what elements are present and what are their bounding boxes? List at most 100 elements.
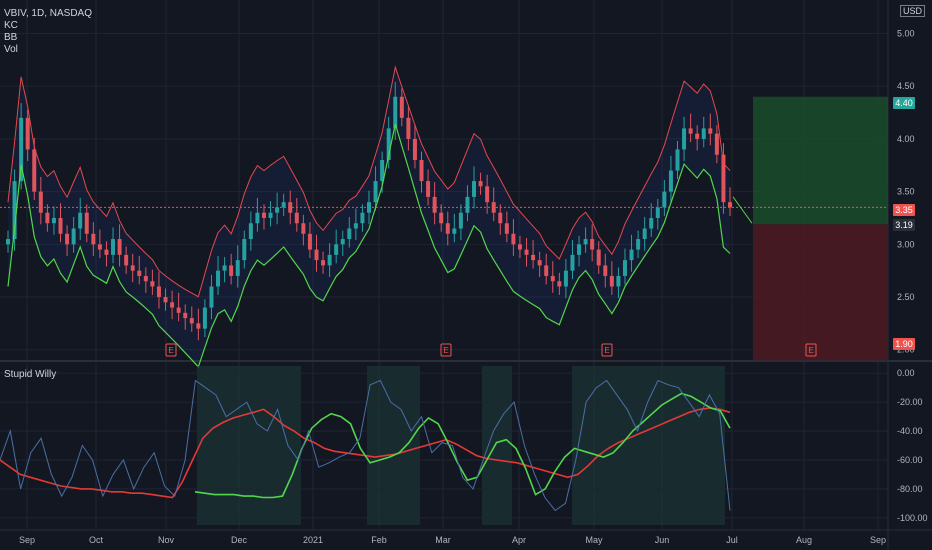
candle bbox=[649, 217, 654, 229]
candle bbox=[406, 117, 411, 139]
stop-zone bbox=[753, 224, 888, 361]
candle bbox=[268, 212, 273, 218]
candle bbox=[255, 212, 260, 224]
earnings-marker bbox=[805, 343, 817, 357]
candle bbox=[196, 323, 201, 329]
candle bbox=[393, 96, 398, 129]
candle bbox=[360, 212, 365, 224]
osc-y-tick-label: -80.00 bbox=[897, 484, 923, 494]
candle bbox=[6, 239, 10, 245]
candle bbox=[209, 286, 214, 308]
candle bbox=[111, 239, 116, 255]
candle bbox=[642, 228, 647, 240]
x-tick-label: Mar bbox=[435, 535, 451, 545]
candle bbox=[465, 196, 470, 213]
candle bbox=[596, 249, 601, 266]
currency-label: USD bbox=[900, 5, 926, 17]
candle bbox=[19, 117, 24, 182]
x-tick-label: Sep bbox=[870, 535, 886, 545]
candle bbox=[636, 239, 641, 250]
x-tick-label: 2021 bbox=[303, 535, 323, 545]
bollinger-lower bbox=[7, 123, 731, 368]
candle bbox=[202, 307, 207, 329]
candle bbox=[156, 286, 161, 298]
earnings-marker-label: E bbox=[443, 346, 448, 355]
oscillator-series-line bbox=[194, 392, 731, 499]
candle bbox=[340, 239, 345, 245]
candle bbox=[616, 275, 621, 287]
y-tick-label: 4.00 bbox=[897, 134, 915, 144]
candle bbox=[51, 217, 56, 224]
x-tick-label: Jun bbox=[655, 535, 670, 545]
oscillator-highlight-zone bbox=[482, 366, 512, 525]
candle bbox=[176, 307, 181, 313]
candle bbox=[419, 160, 424, 182]
candle bbox=[524, 249, 529, 255]
candle bbox=[452, 228, 457, 234]
symbol-legend: VBIV, 1D, NASDAQ KC BB Vol bbox=[4, 8, 92, 56]
candle bbox=[117, 239, 122, 255]
candle bbox=[563, 270, 568, 287]
candle bbox=[688, 128, 693, 134]
candle bbox=[682, 128, 687, 150]
candle bbox=[97, 244, 102, 250]
candle bbox=[668, 170, 673, 192]
candle bbox=[150, 281, 155, 287]
candle bbox=[426, 181, 431, 197]
candle bbox=[248, 223, 253, 240]
earnings-marker bbox=[440, 343, 452, 357]
candle bbox=[222, 265, 227, 271]
candle bbox=[695, 133, 700, 139]
candle bbox=[504, 223, 509, 234]
candle bbox=[386, 128, 391, 160]
candle bbox=[137, 270, 142, 276]
candle bbox=[373, 181, 378, 203]
indicator-bb[interactable]: BB bbox=[4, 32, 18, 43]
candle bbox=[78, 212, 83, 229]
earnings-marker-label: E bbox=[808, 346, 813, 355]
x-tick-label: Nov bbox=[158, 535, 175, 545]
candle bbox=[38, 191, 43, 213]
candle bbox=[583, 239, 588, 245]
x-tick-label: Feb bbox=[371, 535, 387, 545]
candle bbox=[701, 128, 706, 139]
candle bbox=[71, 228, 76, 245]
target-zone bbox=[753, 96, 888, 225]
candle bbox=[603, 265, 608, 276]
candle bbox=[32, 149, 37, 192]
candle bbox=[544, 265, 549, 276]
candle bbox=[347, 228, 352, 240]
candle bbox=[170, 302, 175, 308]
stop-price-tag: 1.90 bbox=[893, 338, 915, 350]
candle bbox=[412, 138, 417, 160]
candle bbox=[321, 260, 326, 266]
candle bbox=[655, 207, 660, 218]
projection-arrow bbox=[732, 196, 753, 224]
candle bbox=[550, 275, 555, 282]
osc-y-tick-label: -100.00 bbox=[897, 513, 928, 523]
osc-y-tick-label: 0.00 bbox=[897, 368, 915, 378]
indicator-kc[interactable]: KC bbox=[4, 20, 18, 31]
candle bbox=[478, 181, 483, 187]
entry-price-tag: 3.19 bbox=[893, 219, 915, 231]
candle bbox=[537, 260, 542, 266]
indicator-vol[interactable]: Vol bbox=[4, 44, 18, 55]
candle bbox=[728, 202, 732, 208]
candle bbox=[294, 212, 299, 224]
candle bbox=[281, 202, 286, 208]
candle bbox=[301, 223, 306, 234]
candle bbox=[327, 254, 332, 266]
candle bbox=[235, 260, 240, 276]
candle bbox=[622, 260, 627, 276]
y-tick-label: 3.00 bbox=[897, 239, 915, 249]
candle bbox=[498, 212, 503, 224]
y-tick-label: 3.50 bbox=[897, 187, 915, 197]
candle bbox=[104, 249, 109, 255]
bollinger-upper bbox=[7, 65, 731, 298]
candle bbox=[229, 265, 234, 276]
candle bbox=[367, 202, 371, 213]
candle bbox=[445, 223, 450, 234]
osc-y-tick-label: -40.00 bbox=[897, 426, 923, 436]
symbol-line: VBIV, 1D, NASDAQ bbox=[4, 8, 92, 19]
